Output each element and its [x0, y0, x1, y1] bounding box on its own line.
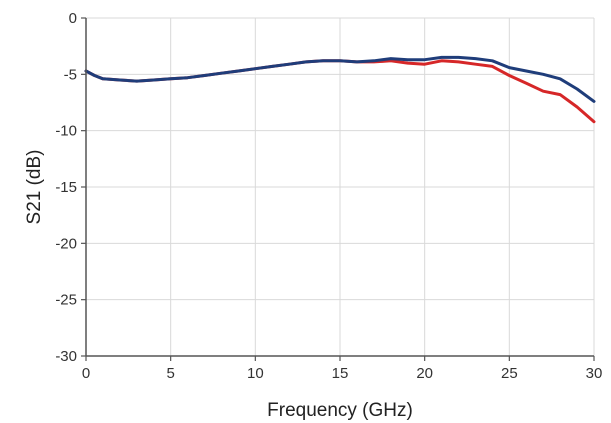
y-tick-label: 0	[69, 10, 77, 27]
y-tick-label: -5	[64, 66, 77, 83]
x-tick-label: 20	[416, 365, 433, 382]
y-tick-label: -25	[55, 292, 77, 309]
y-tick-label: -10	[55, 123, 77, 140]
y-axis-title: S21 (dB)	[24, 150, 45, 225]
x-tick-label: 10	[247, 365, 264, 382]
x-tick-label: 0	[82, 365, 90, 382]
x-tick-label: 5	[166, 365, 174, 382]
x-tick-label: 30	[586, 365, 603, 382]
series-layer	[84, 55, 596, 124]
axes	[81, 17, 595, 361]
y-tick-label: -30	[55, 348, 77, 365]
y-tick-label: -15	[55, 179, 77, 196]
tick-labels: 0 5 10 15 20 25 30 0 -5 -10 -15 -20 -25 -30	[55, 10, 602, 382]
x-tick-label: 15	[332, 365, 349, 382]
x-tick-label: 25	[501, 365, 518, 382]
series-line-2	[84, 55, 596, 103]
x-axis-title: Frequency (GHz)	[267, 400, 413, 421]
y-tick-label: -20	[55, 235, 77, 252]
